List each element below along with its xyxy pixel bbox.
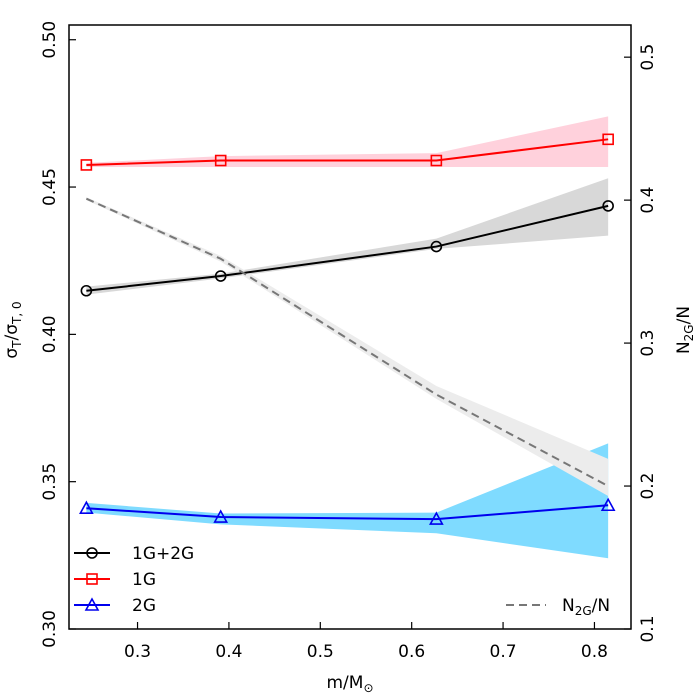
- axis-ticks: 0.3 0.4 0.5 0.6 0.7 0.8 0.30 0.35 0.40 0.45 0.50 0.…: [40, 21, 658, 662]
- point-2g-3: [600, 497, 616, 512]
- y-right-tick-label: 0.1: [638, 615, 658, 642]
- x-tick-label: 0.8: [581, 642, 608, 662]
- series-markers: [79, 133, 616, 525]
- line-1g-2g: [86, 204, 609, 292]
- legend: 1G+2G 1G 2G N2G/N: [74, 544, 610, 618]
- line-n2g-n: [85, 197, 609, 487]
- point-1g-2g-0: [80, 284, 93, 297]
- band-1g: [86, 116, 609, 168]
- line-2g: [86, 504, 609, 521]
- point-1g-3: [602, 133, 614, 146]
- x-tick-label: 0.4: [215, 642, 242, 662]
- y-right-tick-label: 0.4: [638, 187, 658, 214]
- band-2g: [86, 443, 609, 559]
- y-left-tick-label: 0.50: [40, 21, 60, 59]
- legend-label-2g: 2G: [132, 596, 156, 616]
- x-tick-label: 0.3: [124, 642, 151, 662]
- legend-marker-1g: [86, 573, 98, 585]
- confidence-bands: [86, 116, 609, 559]
- band-1g-2g: [86, 178, 609, 295]
- point-2g-2: [429, 511, 444, 525]
- point-1g-1: [214, 154, 227, 167]
- y-axis-left-label: σT/σT, 0: [2, 301, 24, 358]
- y-right-tick-label: 0.5: [638, 44, 658, 71]
- y-left-tick-label: 0.45: [40, 168, 60, 206]
- legend-marker-1g-2g: [86, 547, 98, 559]
- point-1g-2g-3: [602, 200, 614, 212]
- line-1g: [86, 138, 609, 166]
- x-tick-label: 0.6: [398, 642, 425, 662]
- series-lines: [85, 138, 609, 521]
- x-axis-label: m/M⊙: [326, 673, 373, 695]
- y-axis-right-label: N2G/N: [674, 306, 696, 354]
- y-left-tick-label: 0.40: [40, 315, 60, 353]
- point-2g-0: [79, 500, 94, 515]
- y-left-tick-label: 0.30: [40, 610, 60, 648]
- legend-marker-2g: [84, 597, 100, 611]
- x-tick-label: 0.7: [490, 642, 517, 662]
- band-n2g-n: [86, 197, 609, 497]
- y-left-tick-label: 0.35: [40, 463, 60, 501]
- y-right-tick-label: 0.2: [638, 473, 658, 500]
- point-1g-2g-1: [214, 270, 227, 282]
- point-1g-0: [80, 159, 93, 171]
- point-2g-1: [213, 509, 229, 523]
- legend-label-n2g-n: N2G/N: [562, 596, 610, 618]
- legend-label-1g: 1G: [132, 570, 156, 590]
- point-1g-2: [430, 154, 443, 167]
- x-tick-label: 0.5: [307, 642, 334, 662]
- legend-label-1g-2g: 1G+2G: [132, 544, 194, 564]
- point-1g-2g-2: [430, 240, 443, 253]
- plot-frame: [68, 24, 632, 630]
- y-right-tick-label: 0.3: [638, 330, 658, 357]
